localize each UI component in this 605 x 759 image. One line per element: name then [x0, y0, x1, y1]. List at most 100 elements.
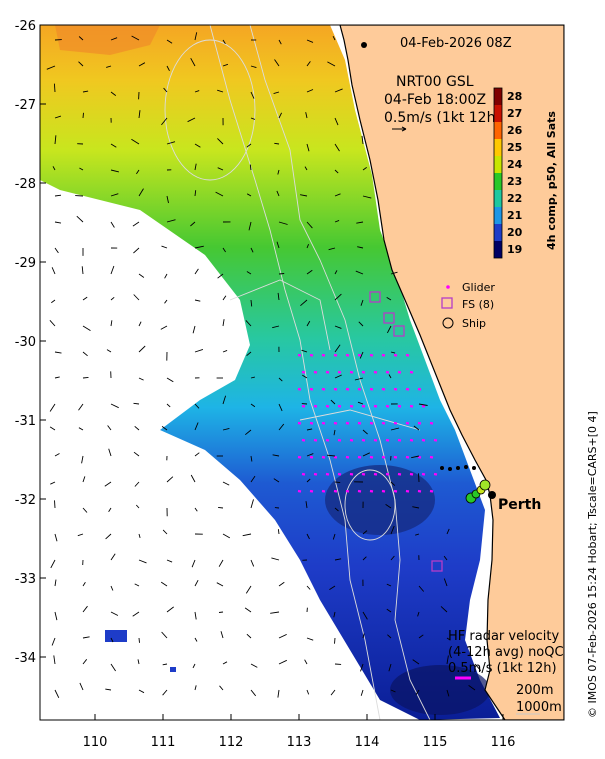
hf-vector [385, 472, 390, 476]
current-vector [82, 325, 91, 331]
isobath-1000: 1000m [516, 700, 562, 715]
hf-vector [301, 404, 306, 408]
current-vector [386, 583, 392, 587]
current-vector [333, 429, 336, 436]
current-vector [250, 299, 253, 307]
current-vector [78, 36, 84, 41]
current-vector [417, 611, 420, 617]
current-vector [162, 663, 168, 666]
hf-vector [409, 404, 414, 408]
current-vector [82, 605, 88, 613]
current-vector [81, 266, 84, 275]
current-vector [278, 403, 283, 412]
fs-icon [441, 297, 453, 309]
current-vector [468, 685, 476, 691]
current-vector [49, 319, 56, 327]
current-vector [166, 39, 173, 44]
current-vector [278, 633, 287, 639]
current-vector [334, 193, 341, 197]
current-vector [304, 659, 308, 665]
current-vector [190, 474, 196, 483]
current-vector [54, 194, 62, 197]
current-vector [278, 377, 283, 382]
current-vector [358, 321, 364, 327]
x-tick-label: 110 [83, 735, 108, 750]
current-vector [161, 426, 168, 431]
hf-vector [397, 370, 402, 374]
hf-vector [429, 421, 434, 425]
hf-radar-scale: 0.5m/s (1kt 12h) [448, 661, 557, 676]
hf-vector [397, 472, 402, 476]
colorbar-segment [494, 156, 502, 173]
current-vector [110, 403, 119, 409]
current-vector [446, 637, 451, 641]
current-vector [217, 138, 224, 145]
current-vector [162, 529, 168, 535]
hf-vector [349, 472, 354, 476]
current-vector [330, 399, 336, 405]
hf-vector [357, 353, 362, 357]
current-vector [306, 637, 314, 641]
current-vector [131, 138, 140, 145]
colorbar-tick: 26 [507, 124, 523, 137]
sst-fleck [170, 667, 176, 672]
current-vector [277, 292, 280, 301]
hf-vector [313, 472, 318, 476]
current-vector [166, 559, 173, 563]
hf-vector [405, 455, 410, 459]
current-vector [304, 166, 308, 171]
current-vector [219, 685, 224, 691]
current-vector [272, 325, 280, 329]
current-vector [222, 349, 228, 353]
current-vector [306, 320, 311, 327]
land-australia [339, 25, 564, 720]
current-vector [194, 685, 197, 691]
current-vector [362, 452, 370, 457]
current-vector [250, 65, 257, 69]
x-tick-label: 111 [151, 735, 176, 750]
current-vector [134, 425, 140, 431]
hf-radar-subtitle: (4-12h avg) noQC [448, 645, 564, 660]
current-vector [194, 403, 200, 409]
current-vector [166, 476, 174, 483]
current-vector [273, 91, 280, 95]
current-vector [446, 528, 450, 535]
current-vector [166, 606, 174, 613]
current-vector [222, 661, 228, 665]
current-vector [390, 525, 395, 535]
current-vector [306, 533, 310, 540]
hf-vector [309, 421, 314, 425]
current-vector [362, 167, 367, 171]
current-vector [305, 501, 308, 509]
hf-vector [429, 455, 434, 459]
current-vector [191, 559, 196, 568]
hf-vector [337, 472, 342, 476]
hf-vector [385, 404, 390, 408]
current-vector [245, 320, 252, 327]
hf-vector [393, 455, 398, 459]
hf-vector [301, 370, 306, 374]
current-vector [110, 169, 120, 173]
current-vector [134, 481, 140, 487]
hf-vector [417, 489, 422, 493]
current-vector [390, 271, 398, 275]
current-vector [54, 221, 62, 224]
hf-vector [337, 404, 342, 408]
current-vector [357, 401, 364, 405]
y-tick-label: -32 [15, 493, 36, 508]
current-vector [192, 325, 196, 334]
current-vector [194, 268, 199, 275]
colorbar-tick: 22 [507, 192, 522, 205]
current-vector [106, 65, 112, 68]
current-vector [357, 246, 364, 249]
colorbar-tick: 24 [507, 158, 523, 171]
x-tick-label: 116 [491, 735, 516, 750]
hf-vector [325, 370, 330, 374]
hf-vector [345, 387, 350, 391]
current-vector [138, 637, 140, 643]
current-vector [413, 425, 420, 431]
current-vector [54, 351, 62, 354]
hf-vector [357, 489, 362, 493]
hf-vector [373, 404, 378, 408]
hf-vector [393, 421, 398, 425]
